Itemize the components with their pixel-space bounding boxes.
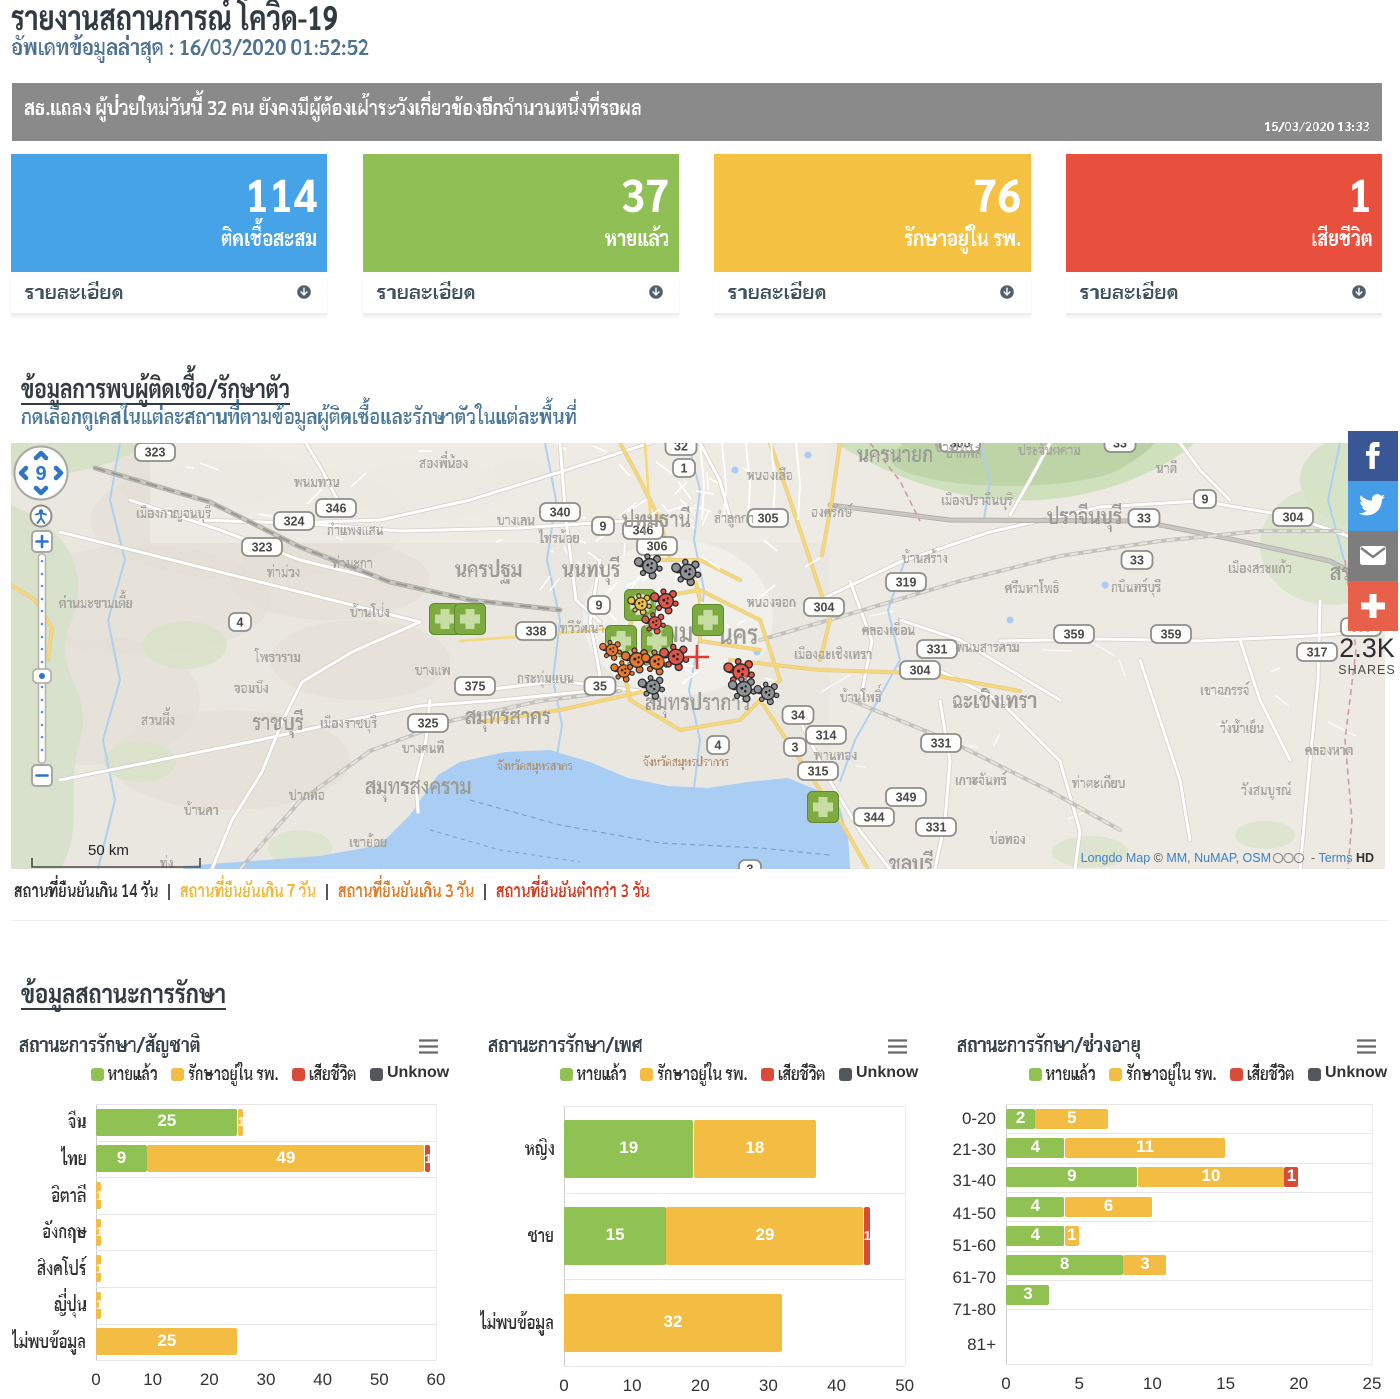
svg-text:34: 34 <box>791 709 805 723</box>
svg-text:3: 3 <box>792 741 799 755</box>
svg-text:331: 331 <box>927 643 948 657</box>
svg-text:323: 323 <box>252 541 273 555</box>
svg-text:317: 317 <box>1307 646 1328 660</box>
svg-text:33: 33 <box>1130 554 1144 568</box>
svg-text:Longdo Map © MM, NuMAP, OSM: Longdo Map © MM, NuMAP, OSM <box>1081 851 1271 865</box>
svg-text:304: 304 <box>910 664 931 678</box>
svg-text:9: 9 <box>596 599 603 613</box>
svg-text:331: 331 <box>926 821 947 835</box>
svg-text:50 km: 50 km <box>88 842 129 859</box>
svg-text:304: 304 <box>1283 511 1304 525</box>
svg-text:338: 338 <box>526 625 547 639</box>
svg-text:9: 9 <box>600 520 607 534</box>
svg-text:35: 35 <box>593 680 607 694</box>
svg-text:4: 4 <box>237 616 244 630</box>
svg-text:331: 331 <box>931 737 952 751</box>
svg-text:319: 319 <box>896 576 917 590</box>
svg-text:- Terms HD: - Terms HD <box>1311 851 1374 865</box>
svg-text:325: 325 <box>418 717 439 731</box>
svg-text:4: 4 <box>715 739 722 753</box>
svg-text:359: 359 <box>1161 628 1182 642</box>
svg-text:33: 33 <box>1113 443 1127 451</box>
svg-text:359: 359 <box>1064 628 1085 642</box>
svg-text:315: 315 <box>808 765 829 779</box>
svg-text:346: 346 <box>633 524 654 538</box>
svg-text:9: 9 <box>1202 493 1209 507</box>
svg-text:3: 3 <box>747 863 754 870</box>
svg-text:305: 305 <box>950 443 971 451</box>
svg-text:375: 375 <box>465 680 486 694</box>
svg-text:323: 323 <box>145 446 166 460</box>
svg-text:33: 33 <box>1137 512 1151 526</box>
svg-text:340: 340 <box>550 506 571 520</box>
svg-text:1: 1 <box>681 462 688 476</box>
svg-text:314: 314 <box>816 729 837 743</box>
svg-text:32: 32 <box>674 443 688 454</box>
svg-text:346: 346 <box>326 502 347 516</box>
svg-text:305: 305 <box>758 512 779 526</box>
svg-text:324: 324 <box>284 515 305 529</box>
svg-text:304: 304 <box>814 601 835 615</box>
svg-text:349: 349 <box>896 791 917 805</box>
svg-text:344: 344 <box>864 811 885 825</box>
svg-text:9: 9 <box>35 463 46 485</box>
svg-text:306: 306 <box>647 540 668 554</box>
